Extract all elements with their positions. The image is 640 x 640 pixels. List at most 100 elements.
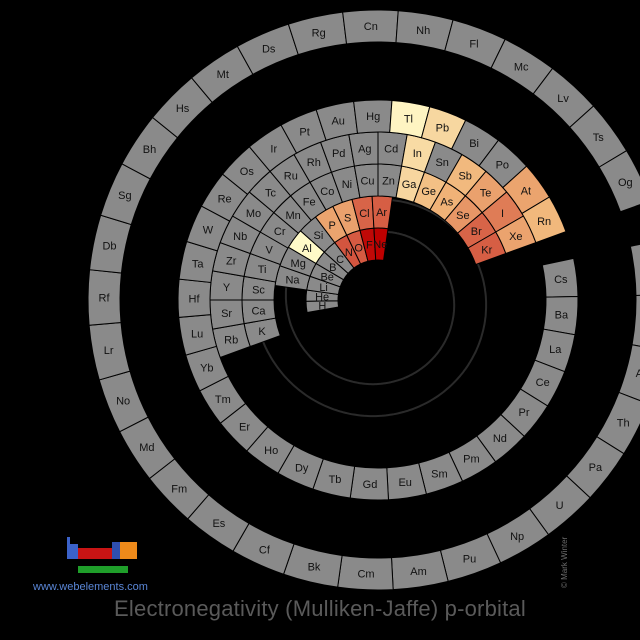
element-symbol: Nd: [493, 433, 507, 445]
element-cell-cm[interactable]: Cm: [337, 554, 394, 591]
element-cell-shape: [631, 294, 640, 347]
element-symbol: Bi: [469, 138, 479, 150]
element-cell-ho[interactable]: Ho: [246, 426, 295, 474]
element-symbol: W: [203, 225, 214, 237]
element-symbol: Os: [240, 166, 255, 178]
element-symbol: Ga: [402, 179, 418, 191]
element-cell-ag[interactable]: Ag: [348, 131, 379, 167]
element-symbol: At: [521, 186, 531, 198]
element-symbol: Ts: [593, 132, 605, 144]
element-cell-ba[interactable]: Ba: [542, 296, 579, 336]
element-cell-eu[interactable]: Eu: [386, 462, 427, 501]
element-symbol: I: [501, 208, 504, 220]
element-symbol: Y: [223, 282, 231, 294]
element-cell-rg[interactable]: Rg: [287, 11, 348, 56]
element-symbol: Rh: [307, 157, 321, 169]
element-cell-rf[interactable]: Rf: [87, 269, 122, 326]
element-cell-fr[interactable]: Fr: [629, 240, 640, 297]
element-cell-rn[interactable]: Rn: [521, 196, 567, 244]
element-cell-db[interactable]: Db: [89, 214, 132, 274]
element-symbol: Md: [139, 442, 154, 454]
element-cell-sr[interactable]: Sr: [209, 299, 245, 330]
element-symbol: Li: [319, 282, 328, 294]
element-cell-sm[interactable]: Sm: [418, 451, 464, 495]
site-link[interactable]: www.webelements.com: [33, 581, 148, 593]
element-symbol: Al: [302, 243, 312, 255]
element-cell-cd[interactable]: Cd: [377, 131, 408, 167]
element-symbol: Db: [102, 240, 116, 252]
element-symbol: Mn: [285, 210, 300, 222]
element-cell-gd[interactable]: Gd: [349, 465, 389, 501]
element-cell-ne[interactable]: Ne: [373, 227, 389, 261]
element-symbol: Cr: [274, 226, 286, 238]
element-symbol: Zn: [382, 176, 395, 188]
element-cell-hf[interactable]: Hf: [177, 278, 212, 318]
element-symbol: Sr: [221, 308, 232, 320]
element-symbol: Hg: [366, 111, 380, 123]
element-cell-os[interactable]: Os: [221, 146, 271, 195]
element-symbol: Xe: [509, 231, 522, 243]
element-cell-ra[interactable]: Ra: [631, 294, 640, 350]
element-cell-pm[interactable]: Pm: [448, 435, 497, 482]
element-symbol: Rf: [99, 293, 111, 305]
element-symbol: Se: [456, 210, 469, 222]
element-cell-og[interactable]: Og: [598, 149, 640, 213]
element-symbol: Ir: [270, 143, 277, 155]
element-cell-ce[interactable]: Ce: [519, 359, 566, 407]
element-cell-pu[interactable]: Pu: [439, 533, 502, 582]
element-symbol: O: [354, 242, 363, 254]
element-symbol: Re: [218, 193, 232, 205]
element-symbol: Ca: [251, 306, 266, 318]
element-symbol: Mg: [291, 258, 306, 270]
element-cell-bk[interactable]: Bk: [282, 543, 343, 588]
element-symbol: Po: [496, 159, 509, 171]
element-symbol: Pa: [589, 462, 603, 474]
element-cell-la[interactable]: La: [534, 328, 576, 373]
element-cell-ga[interactable]: Ga: [395, 165, 426, 203]
element-symbol: Cd: [384, 144, 398, 156]
element-symbol: Eu: [398, 477, 411, 489]
element-symbol: Hf: [189, 293, 201, 305]
element-cell-nh[interactable]: Nh: [395, 10, 454, 52]
element-symbol: Th: [617, 417, 630, 429]
element-cell-sc[interactable]: Sc: [241, 275, 277, 301]
element-symbol: He: [315, 292, 329, 304]
element-symbol: Ac: [636, 368, 640, 380]
spiral-line: [253, 198, 488, 418]
element-symbol: Sn: [435, 157, 448, 169]
element-symbol: Bk: [308, 561, 321, 573]
element-symbol: Yb: [200, 362, 213, 374]
element-cell-pb[interactable]: Pb: [420, 106, 467, 150]
element-symbol: Bh: [143, 144, 156, 156]
element-symbol: Ce: [536, 377, 550, 389]
element-symbol: Mo: [246, 208, 261, 220]
element-cell-ca[interactable]: Ca: [241, 299, 277, 325]
element-cell-cn[interactable]: Cn: [342, 9, 399, 45]
element-symbol: Rb: [224, 334, 238, 346]
element-symbol: Pt: [299, 126, 309, 138]
element-cell-am[interactable]: Am: [390, 549, 449, 591]
element-symbol: Be: [320, 271, 333, 283]
element-cell-nd[interactable]: Nd: [476, 413, 525, 463]
element-cell-lu[interactable]: Lu: [178, 314, 218, 356]
element-symbol: Cu: [360, 176, 374, 188]
element-cell-co[interactable]: Co: [309, 171, 344, 211]
element-symbol: Ba: [555, 309, 569, 321]
element-symbol: Sc: [252, 285, 265, 297]
element-cell-lr[interactable]: Lr: [88, 321, 131, 381]
element-cell-hg[interactable]: Hg: [353, 99, 393, 134]
element-symbol: Rn: [537, 216, 551, 228]
element-symbol: As: [440, 197, 453, 209]
element-symbol: Tm: [215, 394, 231, 406]
element-symbol: Ni: [342, 179, 352, 191]
element-symbol: Tl: [404, 114, 413, 126]
element-cell-ar[interactable]: Ar: [371, 195, 394, 230]
element-cell-np[interactable]: Np: [486, 508, 550, 564]
element-cell-re[interactable]: Re: [200, 173, 249, 222]
element-symbol: Tc: [265, 188, 277, 200]
element-symbol: Pr: [519, 407, 530, 419]
element-cell-tm[interactable]: Tm: [199, 375, 247, 424]
element-cell-cs[interactable]: Cs: [541, 257, 579, 298]
element-symbol: Co: [320, 186, 334, 198]
